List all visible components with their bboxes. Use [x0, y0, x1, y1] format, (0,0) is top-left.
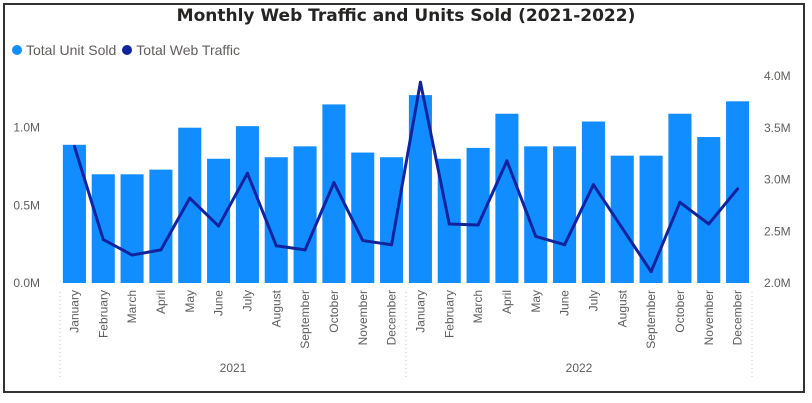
traffic-point-2 [130, 253, 134, 257]
line-series-traffic [72, 80, 740, 274]
bar-3[interactable] [149, 169, 173, 283]
traffic-point-19 [620, 226, 624, 230]
right-tick-2: 3.0M [764, 173, 791, 187]
group-label-0: 2021 [220, 361, 247, 375]
group-label-1: 2022 [566, 361, 593, 375]
category-label-12: January [413, 290, 427, 333]
traffic-point-8 [303, 248, 307, 252]
right-tick-4: 4.0M [764, 69, 791, 83]
traffic-point-7 [274, 244, 278, 248]
bar-14[interactable] [466, 147, 490, 283]
traffic-point-5 [217, 224, 221, 228]
bar-23[interactable] [726, 101, 750, 284]
chart-title: Monthly Web Traffic and Units Sold (2021… [176, 6, 636, 26]
category-label-22: November [702, 290, 716, 345]
category-label-9: October [327, 290, 341, 333]
category-label-20: September [644, 290, 658, 349]
bar-0[interactable] [62, 144, 86, 283]
legend-label-units: Total Unit Sold [26, 42, 117, 58]
legend-label-traffic: Total Web Traffic [136, 42, 241, 58]
bar-12[interactable] [408, 95, 432, 283]
bar-9[interactable] [322, 104, 346, 284]
bar-20[interactable] [639, 155, 663, 283]
legend-marker-units [12, 45, 22, 55]
category-label-7: August [269, 289, 283, 327]
category-label-8: September [298, 290, 312, 349]
category-label-21: October [673, 290, 687, 333]
traffic-point-12 [418, 80, 422, 84]
bar-8[interactable] [293, 146, 317, 283]
legend-marker-traffic [122, 45, 133, 55]
traffic-point-21 [678, 200, 682, 204]
traffic-point-3 [159, 248, 163, 252]
bar-21[interactable] [668, 113, 692, 283]
bar-11[interactable] [380, 157, 404, 283]
category-label-1: February [96, 290, 110, 338]
traffic-point-16 [534, 234, 538, 238]
left-tick-2: 1.0M [13, 121, 40, 135]
bar-10[interactable] [351, 152, 375, 283]
right-axis: 2.0M 2.5M 3.0M 3.5M 4.0M [764, 69, 791, 290]
category-label-13: February [442, 290, 456, 338]
traffic-line [72, 80, 739, 274]
category-label-11: December [385, 290, 399, 345]
traffic-point-10 [361, 239, 365, 243]
category-label-2: March [125, 290, 139, 323]
traffic-point-14 [476, 223, 480, 227]
category-label-17: June [558, 290, 572, 316]
traffic-point-4 [188, 196, 192, 200]
bar-series-units [62, 95, 750, 284]
traffic-point-1 [101, 238, 105, 242]
traffic-point-23 [736, 187, 740, 191]
traffic-point-9 [332, 181, 336, 185]
category-label-4: May [183, 290, 197, 313]
category-label-16: May [529, 290, 543, 313]
bar-19[interactable] [610, 155, 634, 283]
traffic-point-11 [390, 243, 394, 247]
chart-legend: Total Unit Sold Total Web Traffic [12, 42, 246, 58]
traffic-point-6 [245, 171, 249, 175]
category-label-3: April [154, 290, 168, 314]
bar-1[interactable] [91, 174, 115, 283]
category-label-0: January [67, 290, 81, 333]
bar-6[interactable] [235, 126, 259, 283]
legend-item-units[interactable]: Total Unit Sold [12, 42, 116, 58]
right-tick-1: 2.5M [764, 224, 791, 238]
left-tick-1: 0.5M [13, 198, 40, 212]
traffic-point-15 [505, 159, 509, 163]
right-tick-3: 3.5M [764, 121, 791, 135]
category-label-6: July [240, 290, 254, 311]
bar-16[interactable] [524, 146, 548, 283]
bar-18[interactable] [581, 121, 605, 283]
right-tick-0: 2.0M [764, 276, 791, 290]
category-label-15: April [500, 290, 514, 314]
left-axis: 0.0M 0.5M 1.0M [13, 121, 40, 290]
category-label-23: December [731, 290, 745, 345]
bar-4[interactable] [178, 127, 202, 283]
x-axis: January February March April May June July Augu… [59, 289, 753, 380]
traffic-point-0 [72, 144, 76, 148]
category-label-19: August [615, 289, 629, 327]
left-tick-0: 0.0M [13, 276, 40, 290]
traffic-point-17 [563, 243, 567, 247]
bar-15[interactable] [495, 113, 519, 283]
category-label-18: July [586, 290, 600, 311]
category-label-10: November [356, 290, 370, 345]
category-label-5: June [212, 290, 226, 316]
legend-item-traffic[interactable]: Total Web Traffic [122, 42, 240, 58]
bar-22[interactable] [697, 137, 721, 283]
category-label-14: March [471, 290, 485, 323]
bar-2[interactable] [120, 174, 144, 283]
bar-5[interactable] [207, 158, 231, 283]
traffic-point-20 [649, 270, 653, 274]
traffic-point-13 [447, 222, 451, 226]
traffic-point-22 [707, 222, 711, 226]
traffic-point-18 [591, 183, 595, 187]
bar-17[interactable] [553, 146, 577, 283]
bar-7[interactable] [264, 157, 288, 283]
